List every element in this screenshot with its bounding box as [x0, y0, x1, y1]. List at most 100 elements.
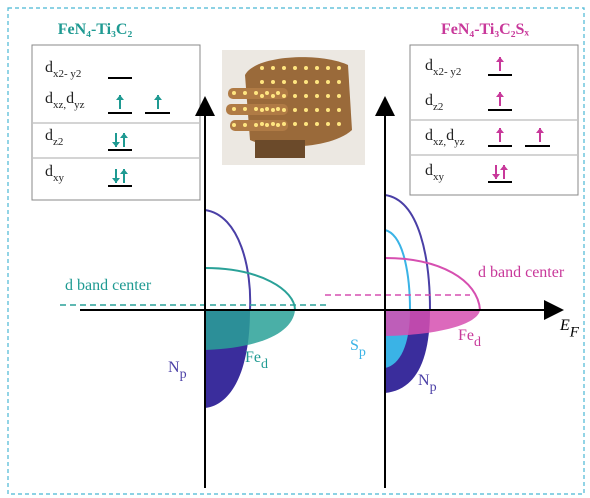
text: N	[418, 372, 430, 389]
text: d	[446, 127, 454, 144]
led	[304, 122, 308, 126]
d-band-center-label: d band center	[65, 277, 152, 294]
led	[232, 107, 236, 111]
led	[337, 122, 341, 126]
led	[304, 94, 308, 98]
led	[315, 80, 319, 84]
led	[254, 91, 258, 95]
figure: FeN₄-Ti₃C₂ FeN₄-Ti₃C₂Sₓ d band center d …	[0, 0, 590, 498]
led	[276, 107, 280, 111]
text: d	[425, 57, 433, 74]
subscript: yz	[454, 136, 465, 148]
text: S	[350, 337, 359, 354]
led	[243, 123, 247, 127]
subscript: d	[261, 357, 268, 372]
photo	[222, 50, 365, 165]
subscript: z2	[53, 136, 63, 148]
subscript: F	[569, 325, 580, 341]
led	[243, 107, 247, 111]
text: d	[45, 163, 53, 180]
np-label: Np	[418, 372, 437, 395]
led	[326, 108, 330, 112]
subscript: d	[474, 335, 481, 350]
led	[265, 123, 269, 127]
led	[326, 80, 330, 84]
led	[304, 80, 308, 84]
led	[337, 108, 341, 112]
text: d	[45, 90, 53, 107]
subscript: xz,	[433, 136, 446, 148]
led	[282, 94, 286, 98]
led	[282, 66, 286, 70]
led	[315, 108, 319, 112]
led	[271, 108, 275, 112]
led	[271, 66, 275, 70]
subscript: x2- y2	[53, 68, 81, 80]
led	[265, 107, 269, 111]
np-empty	[385, 195, 430, 310]
led	[282, 80, 286, 84]
led	[315, 66, 319, 70]
text: Fe	[458, 327, 474, 344]
axis-label: EF	[559, 317, 580, 341]
led	[232, 91, 236, 95]
fed-empty	[385, 258, 480, 310]
led	[326, 122, 330, 126]
led	[293, 94, 297, 98]
text: d	[66, 90, 74, 107]
led	[337, 94, 341, 98]
fed-label: Fed	[458, 327, 481, 350]
led	[315, 122, 319, 126]
subscript: xy	[433, 171, 445, 183]
led	[260, 122, 264, 126]
led	[293, 66, 297, 70]
text: d	[425, 162, 433, 179]
led	[315, 94, 319, 98]
led	[260, 94, 264, 98]
subscript: xz,	[53, 99, 66, 111]
np-empty	[205, 210, 250, 310]
right-title: FeN₄-Ti₃C₂Sₓ	[441, 21, 529, 38]
np-label: Np	[168, 359, 187, 382]
sp-empty	[385, 230, 410, 310]
led	[271, 80, 275, 84]
text: d	[45, 127, 53, 144]
led	[337, 80, 341, 84]
subscript: p	[359, 345, 366, 360]
subscript: p	[180, 367, 187, 382]
led	[260, 66, 264, 70]
sp-label: Sp	[350, 337, 366, 360]
text: N	[168, 359, 180, 376]
subscript: x2- y2	[433, 66, 461, 78]
subscript: yz	[74, 99, 85, 111]
subscript: p	[430, 380, 437, 395]
led	[293, 108, 297, 112]
led	[254, 107, 258, 111]
led	[293, 80, 297, 84]
led	[304, 66, 308, 70]
fed-filled	[205, 310, 295, 350]
led	[276, 123, 280, 127]
led	[265, 91, 269, 95]
text: E	[559, 317, 570, 334]
led	[260, 108, 264, 112]
led	[337, 66, 341, 70]
text: d	[425, 127, 433, 144]
led	[243, 91, 247, 95]
subscript: z2	[433, 101, 443, 113]
led	[260, 80, 264, 84]
led	[304, 108, 308, 112]
led	[326, 94, 330, 98]
text: Fe	[245, 349, 261, 366]
fed-label: Fed	[245, 349, 268, 372]
led	[271, 122, 275, 126]
led	[254, 123, 258, 127]
led	[282, 108, 286, 112]
left-title: FeN₄-Ti₃C₂	[58, 21, 133, 38]
led	[271, 94, 275, 98]
led	[276, 91, 280, 95]
led	[232, 123, 236, 127]
led	[293, 122, 297, 126]
led	[326, 66, 330, 70]
text: d	[45, 59, 53, 76]
